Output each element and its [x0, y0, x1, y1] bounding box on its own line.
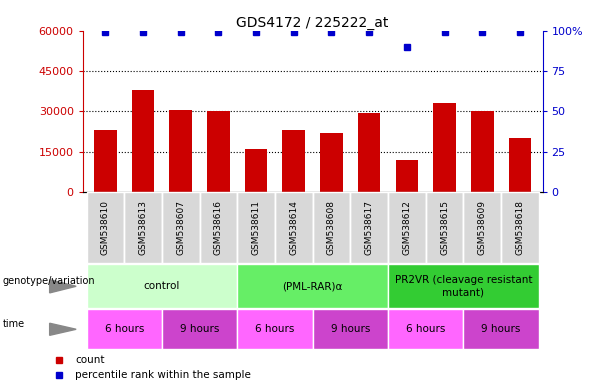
Text: GSM538612: GSM538612 [402, 200, 411, 255]
Text: time: time [2, 319, 25, 329]
Title: GDS4172 / 225222_at: GDS4172 / 225222_at [237, 16, 389, 30]
Bar [388, 192, 425, 263]
Text: GSM538613: GSM538613 [139, 200, 148, 255]
Bar [388, 309, 463, 349]
Bar [509, 138, 531, 192]
Polygon shape [50, 323, 76, 335]
Bar [86, 192, 124, 263]
Bar [162, 309, 237, 349]
Bar [313, 192, 350, 263]
Bar [86, 264, 237, 308]
Text: 6 hours: 6 hours [255, 324, 295, 334]
Bar [237, 192, 275, 263]
Bar [463, 309, 539, 349]
Bar [320, 133, 343, 192]
Text: GSM538608: GSM538608 [327, 200, 336, 255]
Bar [124, 192, 162, 263]
Text: (PML-RAR)α: (PML-RAR)α [283, 281, 343, 291]
Bar [275, 192, 313, 263]
Bar [132, 90, 154, 192]
Text: count: count [75, 355, 105, 365]
Bar [94, 130, 116, 192]
Bar [86, 309, 162, 349]
Bar [358, 113, 381, 192]
Bar [162, 192, 200, 263]
Bar [245, 149, 267, 192]
Bar [395, 160, 418, 192]
Bar [313, 309, 388, 349]
Text: 6 hours: 6 hours [406, 324, 446, 334]
Bar [433, 103, 456, 192]
Bar [200, 192, 237, 263]
Polygon shape [50, 280, 76, 293]
Bar [350, 192, 388, 263]
Text: genotype/variation: genotype/variation [2, 276, 95, 286]
Text: 9 hours: 9 hours [330, 324, 370, 334]
Text: GSM538617: GSM538617 [365, 200, 374, 255]
Bar [237, 264, 388, 308]
Text: GSM538607: GSM538607 [176, 200, 185, 255]
Text: GSM538614: GSM538614 [289, 200, 299, 255]
Bar [501, 192, 539, 263]
Bar [471, 111, 493, 192]
Text: PR2VR (cleavage resistant
mutant): PR2VR (cleavage resistant mutant) [395, 275, 532, 297]
Text: GSM538610: GSM538610 [101, 200, 110, 255]
Text: 9 hours: 9 hours [481, 324, 520, 334]
Text: GSM538611: GSM538611 [251, 200, 261, 255]
Text: GSM538618: GSM538618 [516, 200, 524, 255]
Text: GSM538609: GSM538609 [478, 200, 487, 255]
Text: 6 hours: 6 hours [105, 324, 144, 334]
Text: GSM538616: GSM538616 [214, 200, 223, 255]
Text: control: control [143, 281, 180, 291]
Bar [207, 111, 230, 192]
Bar [237, 309, 313, 349]
Bar [283, 130, 305, 192]
Text: 9 hours: 9 hours [180, 324, 219, 334]
Text: GSM538615: GSM538615 [440, 200, 449, 255]
Bar [463, 192, 501, 263]
Text: percentile rank within the sample: percentile rank within the sample [75, 370, 251, 380]
Bar [169, 110, 192, 192]
Bar [388, 264, 539, 308]
Bar [425, 192, 463, 263]
